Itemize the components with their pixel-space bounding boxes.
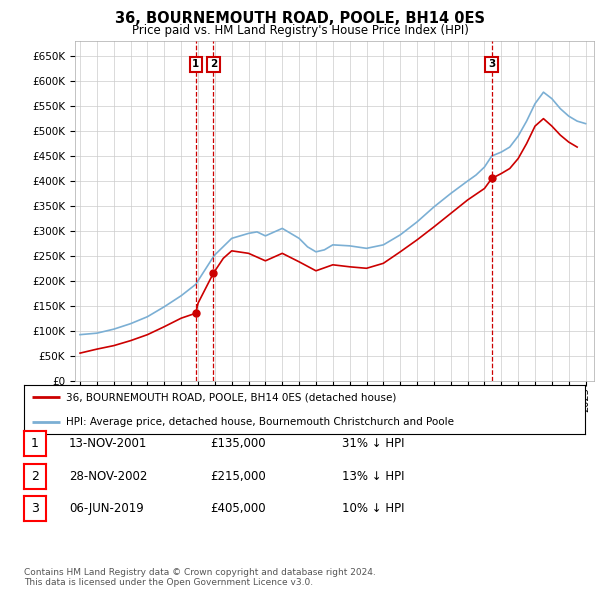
Text: 06-JUN-2019: 06-JUN-2019	[69, 502, 144, 515]
Text: 3: 3	[488, 60, 496, 70]
Text: 3: 3	[31, 502, 39, 515]
Text: 13-NOV-2001: 13-NOV-2001	[69, 437, 148, 450]
Text: £405,000: £405,000	[210, 502, 266, 515]
Text: £215,000: £215,000	[210, 470, 266, 483]
Text: Contains HM Land Registry data © Crown copyright and database right 2024.
This d: Contains HM Land Registry data © Crown c…	[24, 568, 376, 587]
Text: Price paid vs. HM Land Registry's House Price Index (HPI): Price paid vs. HM Land Registry's House …	[131, 24, 469, 37]
Text: 28-NOV-2002: 28-NOV-2002	[69, 470, 148, 483]
Text: 2: 2	[210, 60, 217, 70]
Text: 31% ↓ HPI: 31% ↓ HPI	[342, 437, 404, 450]
Text: 1: 1	[192, 60, 199, 70]
Text: 10% ↓ HPI: 10% ↓ HPI	[342, 502, 404, 515]
Text: 36, BOURNEMOUTH ROAD, POOLE, BH14 0ES (detached house): 36, BOURNEMOUTH ROAD, POOLE, BH14 0ES (d…	[66, 392, 397, 402]
Text: 13% ↓ HPI: 13% ↓ HPI	[342, 470, 404, 483]
Text: 2: 2	[31, 470, 39, 483]
Text: HPI: Average price, detached house, Bournemouth Christchurch and Poole: HPI: Average price, detached house, Bour…	[66, 417, 454, 427]
Text: 1: 1	[31, 437, 39, 450]
Text: £135,000: £135,000	[210, 437, 266, 450]
Text: 36, BOURNEMOUTH ROAD, POOLE, BH14 0ES: 36, BOURNEMOUTH ROAD, POOLE, BH14 0ES	[115, 11, 485, 25]
